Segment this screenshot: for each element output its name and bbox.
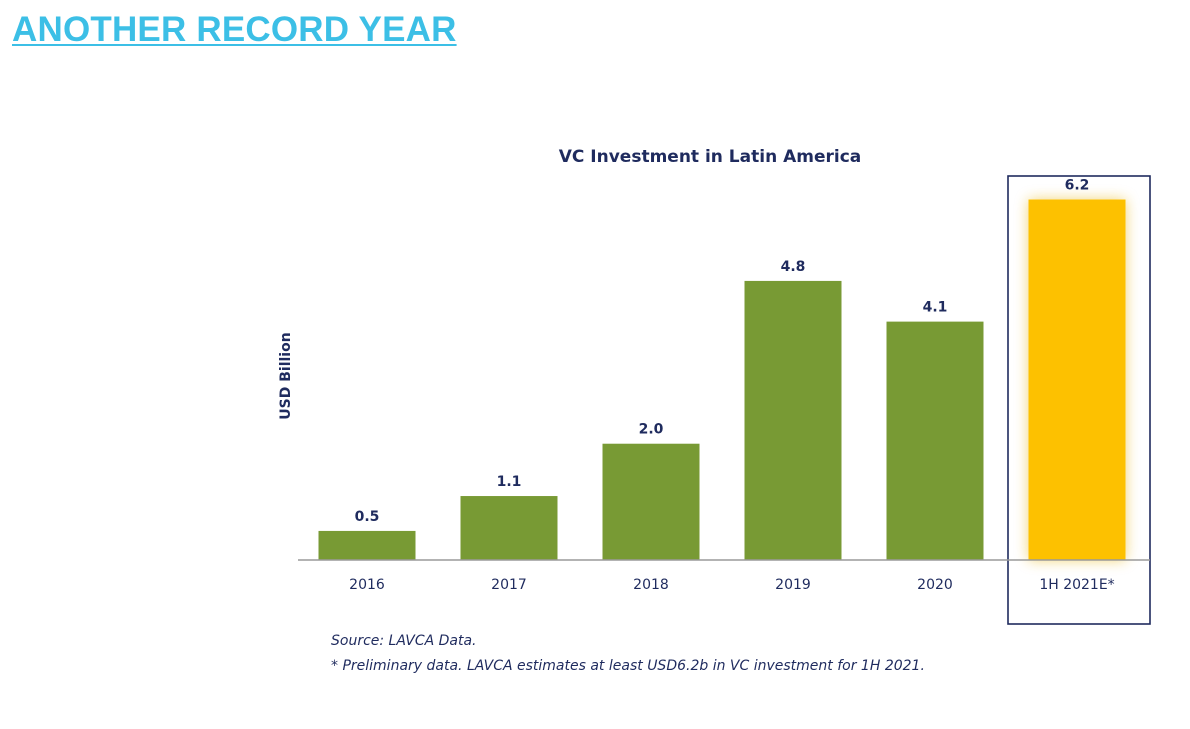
x-tick-label: 2020	[917, 577, 953, 593]
y-axis-label: USD Billion	[278, 332, 294, 419]
bar-2018	[602, 443, 700, 560]
bar-value-label: 6.2	[1065, 178, 1090, 194]
bar-2017	[460, 496, 558, 560]
bar-value-label: 2.0	[639, 422, 664, 438]
x-tick-label: 1H 2021E*	[1039, 577, 1114, 593]
preliminary-note: * Preliminary data. LAVCA estimates at l…	[331, 658, 925, 674]
source-note: Source: LAVCA Data.	[331, 633, 477, 649]
bar-2020	[886, 321, 984, 560]
bar-value-label: 0.5	[355, 509, 380, 525]
bars-group: 0.5 2016 1.1 2017 2.0 2018 4.8 2019 4.1 2020 6.2 1H…	[318, 178, 1126, 593]
highlight-box	[1007, 175, 1151, 625]
bar-2016	[318, 530, 416, 560]
chart-title: VC Investment in Latin America	[559, 147, 862, 167]
x-tick-label: 2019	[775, 577, 811, 593]
x-tick-label: 2017	[491, 577, 527, 593]
bar-1h-2021e	[1028, 199, 1126, 560]
bar-2019	[744, 280, 842, 560]
bar-value-label: 4.1	[923, 300, 948, 316]
bar-value-label: 4.8	[781, 259, 806, 275]
x-tick-label: 2018	[633, 577, 669, 593]
bar-value-label: 1.1	[497, 474, 522, 490]
slide-title-link[interactable]: ANOTHER RECORD YEAR	[12, 10, 457, 49]
x-tick-label: 2016	[349, 577, 385, 593]
